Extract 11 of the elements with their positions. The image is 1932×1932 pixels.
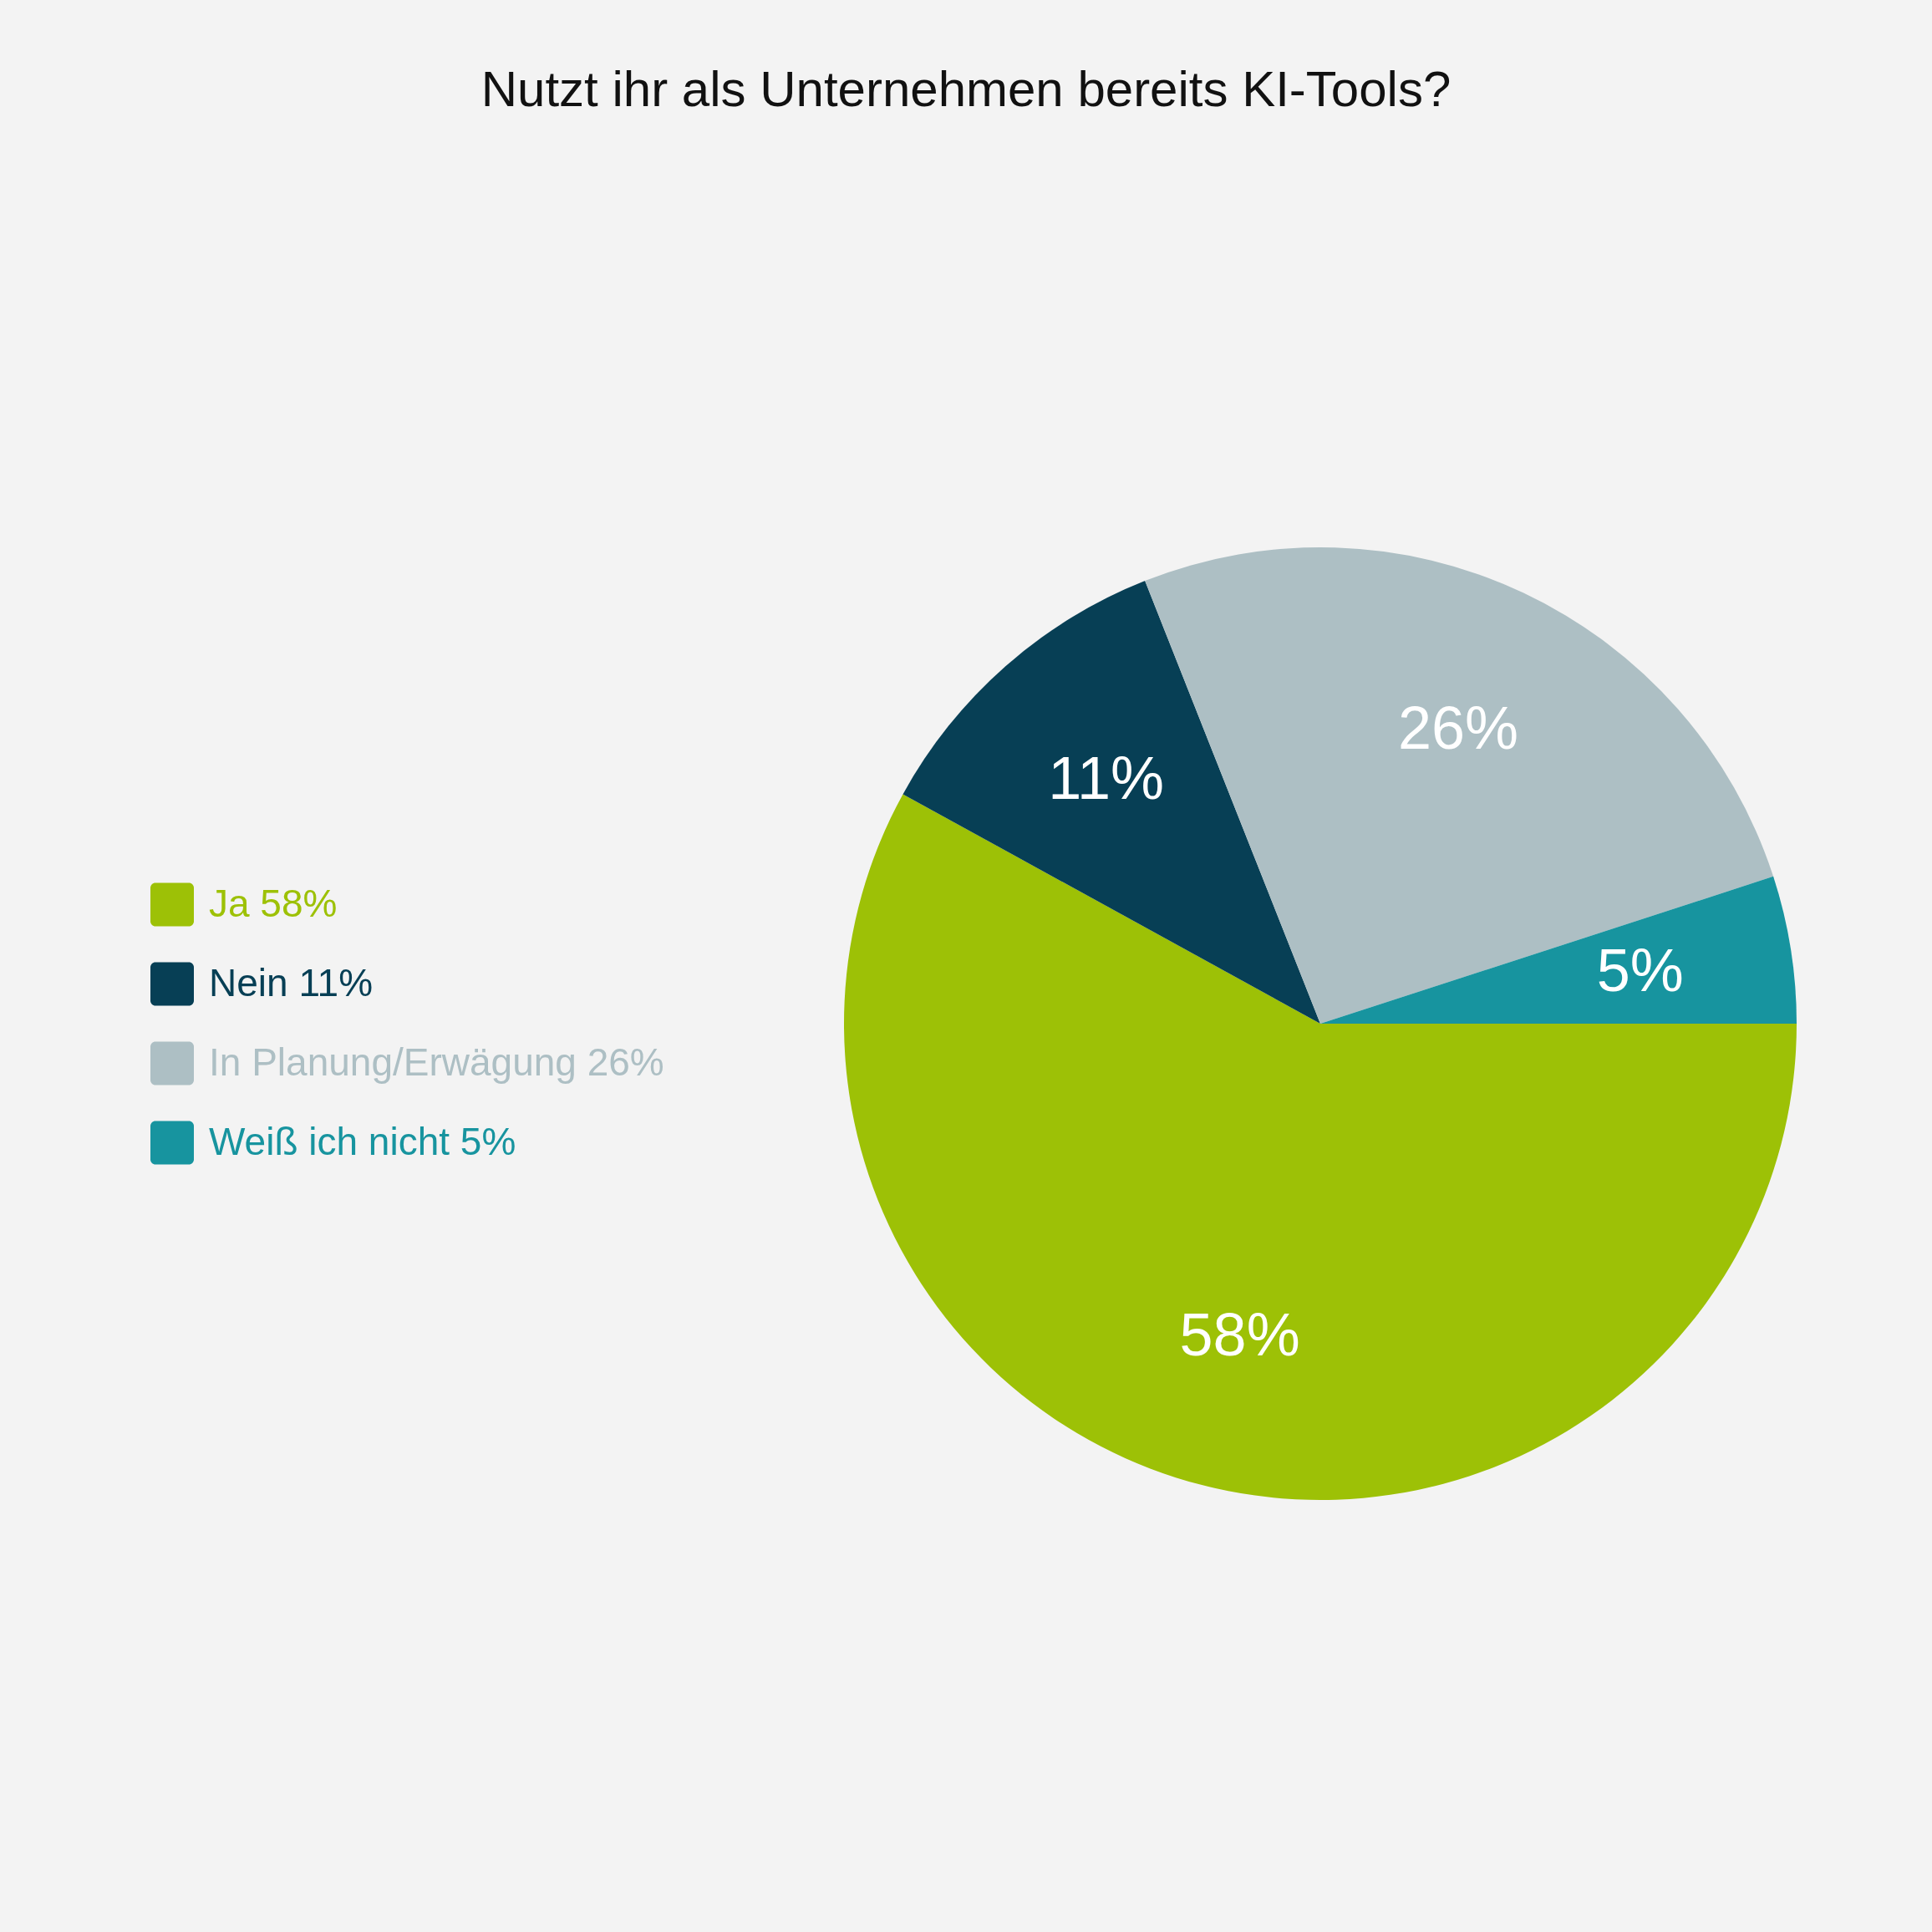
legend-label: In Planung/Erwägung 26%: [209, 1040, 664, 1084]
data-label: 26%: [1397, 694, 1519, 762]
pie-slice: [1320, 876, 1797, 1024]
data-label: 58%: [1179, 1301, 1300, 1369]
legend-label: Weiß ich nicht 5%: [209, 1119, 516, 1163]
legend-label: Nein 11%: [209, 960, 374, 1004]
data-label: 11%: [1048, 745, 1165, 812]
data-label: 5%: [1596, 937, 1684, 1004]
chart-title: Nutzt ihr als Unternehmen bereits KI-Tools?: [480, 61, 1452, 117]
pie-slice: [902, 581, 1320, 1024]
legend-label: Ja 58%: [209, 881, 338, 925]
